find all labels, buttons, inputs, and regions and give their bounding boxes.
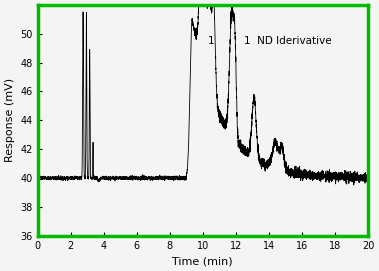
Y-axis label: Response (mV): Response (mV) — [5, 78, 15, 162]
Text: 1: 1 — [208, 36, 215, 46]
Text: 1  ND Iderivative: 1 ND Iderivative — [244, 36, 332, 46]
X-axis label: Time (min): Time (min) — [172, 256, 233, 266]
